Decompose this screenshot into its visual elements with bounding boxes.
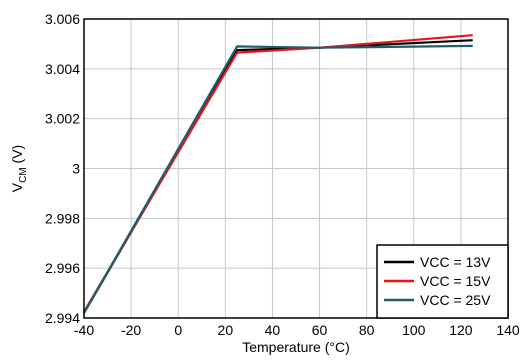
legend-label: VCC = 15V (420, 273, 491, 289)
x-tick-label: -20 (121, 322, 141, 338)
x-tick-label: 0 (174, 322, 182, 338)
y-tick-label: 2.994 (45, 310, 80, 326)
series-line (83, 44, 473, 314)
y-axis-title: VCM (V) (9, 145, 29, 192)
x-tick-label: 100 (402, 322, 426, 338)
y-tick-label: 3 (72, 161, 80, 177)
y-tick-label: 3.004 (45, 61, 80, 77)
x-tick-label: 140 (496, 322, 520, 338)
y-axis-title-main: V (9, 182, 25, 192)
legend: VCC = 13V VCC = 15V VCC = 25V (376, 244, 509, 319)
y-tick-label: 2.996 (45, 260, 80, 276)
y-tick-label: 3.002 (45, 111, 80, 127)
x-tick-label: 120 (449, 322, 473, 338)
x-tick-labels: -40 -20 0 20 40 60 80 100 120 140 (74, 322, 520, 338)
x-axis-title: Temperature (°C) (242, 339, 350, 355)
y-tick-labels: 2.994 2.996 2.998 3 3.002 3.004 3.006 (45, 11, 80, 326)
series-lines (83, 34, 473, 314)
x-tick-label: 80 (359, 322, 375, 338)
x-tick-label: 20 (218, 322, 234, 338)
legend-label: VCC = 13V (420, 254, 491, 270)
grid (84, 19, 508, 318)
plot-frame (83, 18, 509, 319)
y-tick-label: 3.006 (45, 11, 80, 27)
y-axis-title-sub: CM (18, 167, 29, 183)
x-tick-label: 40 (265, 322, 281, 338)
legend-label: VCC = 25V (420, 292, 491, 308)
y-axis-title-suffix: (V) (9, 145, 25, 168)
x-tick-label: 60 (312, 322, 328, 338)
series-line (83, 34, 473, 313)
y-tick-label: 2.998 (45, 210, 80, 226)
x-tick-label: -40 (74, 322, 94, 338)
